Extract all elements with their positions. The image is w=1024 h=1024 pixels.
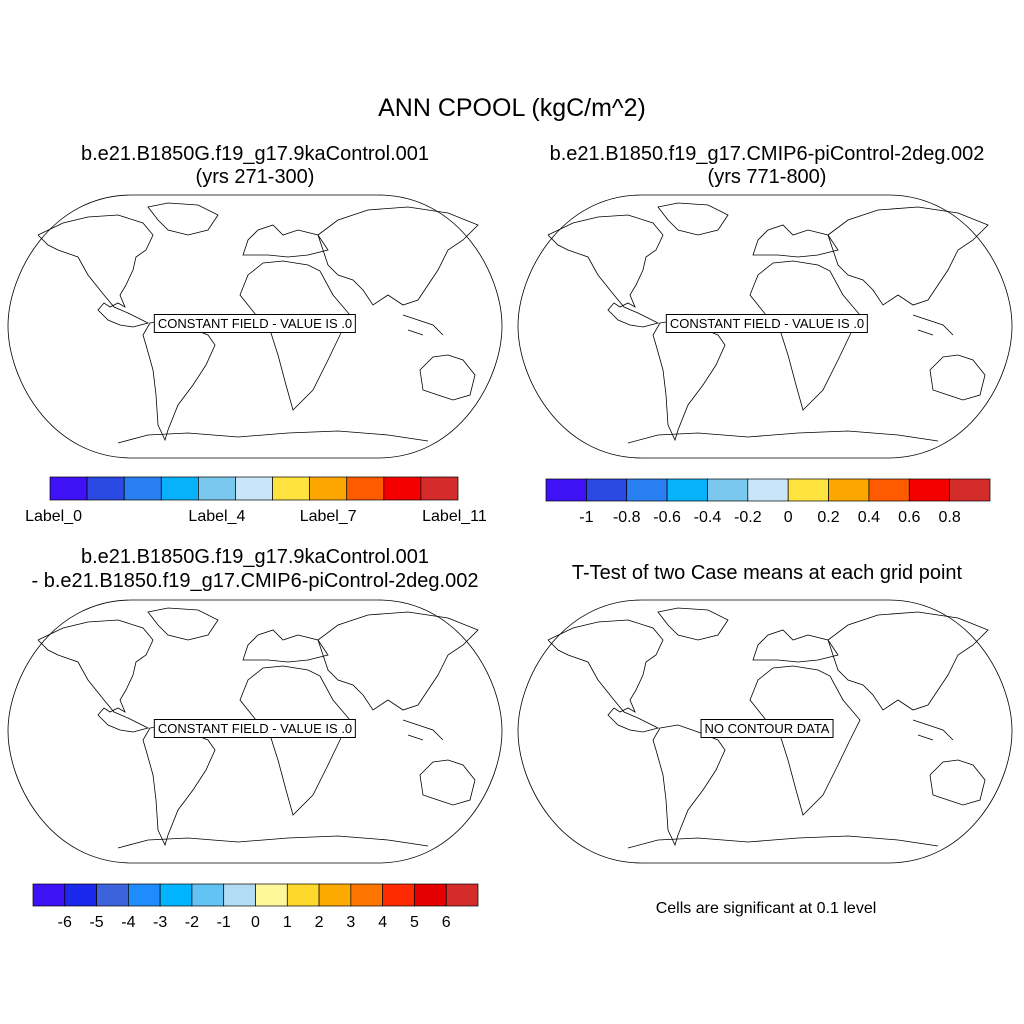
colorbar-box (235, 476, 273, 501)
colorbar-box (383, 476, 422, 501)
colorbar-tick-label: 5 (410, 914, 419, 931)
panel-3-label: CONSTANT FIELD - VALUE IS .0 (153, 719, 357, 738)
colorbar-box (382, 883, 415, 907)
colorbar-tick-label: -3 (153, 914, 167, 931)
colorbar-box (159, 883, 193, 907)
colorbar-tick-label: -0.6 (653, 509, 681, 526)
colorbar-box (908, 478, 950, 502)
panel-1-label: CONSTANT FIELD - VALUE IS .0 (153, 314, 357, 333)
colorbar-3: -6 -5 -4 -3 -2 -1 0 1 2 3 4 5 6 (32, 883, 479, 931)
colorbar-tick-label: 3 (346, 914, 355, 931)
colorbar-box (160, 476, 199, 501)
colorbar-tick-label: 0.2 (817, 509, 839, 526)
colorbar-tick-label: -0.8 (613, 509, 641, 526)
colorbar-tick-label: 2 (315, 914, 324, 931)
colorbar-box (346, 476, 385, 501)
colorbar-box (747, 478, 789, 502)
colorbar-box (309, 476, 348, 501)
colorbar-box (286, 883, 320, 907)
panel-1-subtitle: (yrs 271-300) (195, 166, 315, 188)
colorbar-tick-label: 6 (442, 914, 451, 931)
panel-3-subtitle: - b.e21.B1850.f19_g17.CMIP6-piControl-2d… (31, 570, 479, 592)
panel-1-title: b.e21.B1850G.f19_g17.9kaControl.001 (80, 143, 430, 165)
colorbar-tick-label: -1 (217, 914, 231, 931)
colorbar-box (868, 478, 910, 502)
panel-2-subtitle: (yrs 771-800) (707, 166, 827, 188)
colorbar-box (414, 883, 447, 907)
figure-title: ANN CPOOL (kgC/m^2) (378, 94, 646, 122)
colorbar-box (223, 883, 256, 907)
colorbar-tick-label: 4 (378, 914, 387, 931)
colorbar-tick-label: 0.8 (939, 509, 961, 526)
colorbar-tick-label: 0.4 (858, 509, 880, 526)
colorbar-box (586, 478, 628, 502)
colorbar-box (191, 883, 225, 907)
colorbar-tick-label: -4 (121, 914, 135, 931)
colorbar-box (626, 478, 668, 502)
panel-3-title: b.e21.B1850G.f19_g17.9kaControl.001 (80, 546, 430, 568)
colorbar-box (787, 478, 829, 502)
colorbar-box (198, 476, 236, 501)
colorbar-box (255, 883, 288, 907)
colorbar-tick-label: -6 (58, 914, 72, 931)
colorbar-tick-label: Label_0 (25, 508, 82, 525)
colorbar-tick-label: Label_11 (422, 508, 487, 525)
colorbar-box (49, 476, 88, 501)
colorbar-box (666, 478, 708, 502)
colorbar-tick-label: 1 (283, 914, 292, 931)
significance-note: Cells are significant at 0.1 level (655, 900, 877, 917)
colorbar-2: -1 -0.8 -0.6 -0.4 -0.2 0 0.2 0.4 0.6 0.8 (545, 478, 991, 526)
colorbar-1: Label_0 Label_4 Label_7 Label_11 (25, 476, 487, 525)
colorbar-box (420, 476, 459, 501)
colorbar-tick-label: -1 (579, 509, 593, 526)
colorbar-tick-label: 0.6 (898, 509, 920, 526)
colorbar-tick-label: Label_7 (300, 508, 357, 525)
colorbar-box (949, 478, 991, 502)
colorbar-box (545, 478, 587, 502)
colorbar-tick-label: -5 (89, 914, 103, 931)
colorbar-tick-label: 0 (251, 914, 260, 931)
colorbar-box (86, 476, 125, 501)
colorbar-box (318, 883, 352, 907)
panel-4-title: T-Test of two Case means at each grid po… (571, 562, 963, 584)
colorbar-tick-label: 0 (784, 509, 793, 526)
colorbar-box (64, 883, 97, 907)
colorbar-box (128, 883, 161, 907)
colorbar-tick-label: -0.2 (734, 509, 762, 526)
colorbar-tick-label: -0.4 (694, 509, 722, 526)
colorbar-box (96, 883, 129, 907)
colorbar-box (707, 478, 749, 502)
colorbar-box (32, 883, 66, 907)
colorbar-tick-label: -2 (185, 914, 199, 931)
colorbar-box (828, 478, 870, 502)
panel-2-title: b.e21.B1850.f19_g17.CMIP6-piControl-2deg… (549, 143, 985, 165)
colorbar-tick-label: Label_4 (188, 508, 245, 525)
colorbar-box (272, 476, 310, 501)
panel-4-label: NO CONTOUR DATA (700, 719, 834, 738)
colorbar-box (350, 883, 383, 907)
panel-2-label: CONSTANT FIELD - VALUE IS .0 (665, 314, 869, 333)
colorbar-box (123, 476, 162, 501)
colorbar-box (445, 883, 479, 907)
